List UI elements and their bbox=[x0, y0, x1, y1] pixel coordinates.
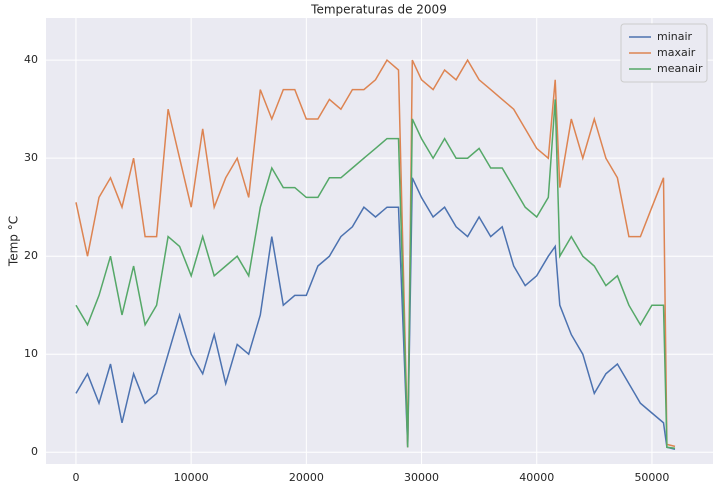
line-series bbox=[75, 58, 676, 448]
y-axis-label: Temp °C bbox=[7, 216, 21, 267]
legend-label: minair bbox=[657, 30, 693, 43]
chart-title: Temperaturas de 2009 bbox=[310, 3, 447, 17]
x-tick-label: 0 bbox=[72, 471, 79, 484]
legend-label: meanair bbox=[657, 62, 703, 75]
legend-box bbox=[620, 23, 708, 83]
x-tick-label: 10000 bbox=[174, 471, 209, 484]
line-series bbox=[75, 177, 676, 451]
plot-area bbox=[46, 18, 713, 464]
y-tick-label: 0 bbox=[31, 445, 38, 458]
x-tick-label: 50000 bbox=[634, 471, 669, 484]
y-tick-label: 30 bbox=[24, 151, 38, 164]
x-tick-label: 20000 bbox=[289, 471, 324, 484]
y-tick-label: 40 bbox=[24, 53, 38, 66]
legend-label: maxair bbox=[657, 46, 696, 59]
x-tick-label: 30000 bbox=[404, 471, 439, 484]
y-tick-label: 10 bbox=[24, 347, 38, 360]
y-tick-label: 20 bbox=[24, 249, 38, 262]
line-series bbox=[75, 99, 676, 450]
x-tick-label: 40000 bbox=[519, 471, 554, 484]
